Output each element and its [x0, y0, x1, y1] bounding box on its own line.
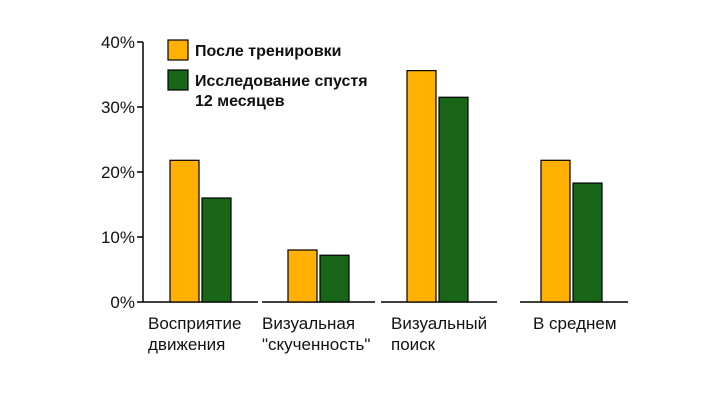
bar-series-2-3	[438, 96, 469, 303]
y-tick-label: 10%	[101, 228, 135, 247]
y-tick-label: 30%	[101, 98, 135, 117]
bar-series-2-4	[572, 182, 603, 303]
y-tick-label: 0%	[110, 293, 135, 312]
bar-series-1-2	[287, 249, 318, 303]
y-tick-label: 40%	[101, 33, 135, 52]
x-category-label: "скученность"	[262, 335, 370, 354]
legend-swatch-1	[167, 39, 189, 61]
bar-series-1-1	[169, 159, 200, 303]
y-axis: 0% 10% 20% 30% 40%	[101, 33, 144, 312]
legend-label-2: Исследование спустя	[195, 73, 368, 90]
legend-label-2: 12 месяцев	[195, 93, 285, 110]
x-category-label: Визуальный	[391, 314, 487, 333]
bar-series-2-1	[201, 197, 232, 303]
x-category-label: Визуальная	[262, 314, 355, 333]
bar-series-1-3	[406, 69, 437, 303]
bars	[169, 69, 603, 303]
legend-swatch-2	[167, 69, 189, 91]
x-category-label: Восприятие	[148, 314, 241, 333]
x-category-label: В среднем	[533, 314, 617, 333]
x-category-label: движения	[148, 335, 225, 354]
legend-label-1: После тренировки	[195, 43, 342, 60]
y-tick-label: 20%	[101, 163, 135, 182]
x-category-label: поиск	[391, 335, 436, 354]
bar-series-1-4	[540, 159, 571, 303]
legend: После тренировки Исследование спустя 12 ме…	[167, 39, 368, 110]
category-labels: Восприятие движения Визуальная "скученность…	[148, 314, 617, 354]
bar-series-2-2	[319, 254, 350, 303]
